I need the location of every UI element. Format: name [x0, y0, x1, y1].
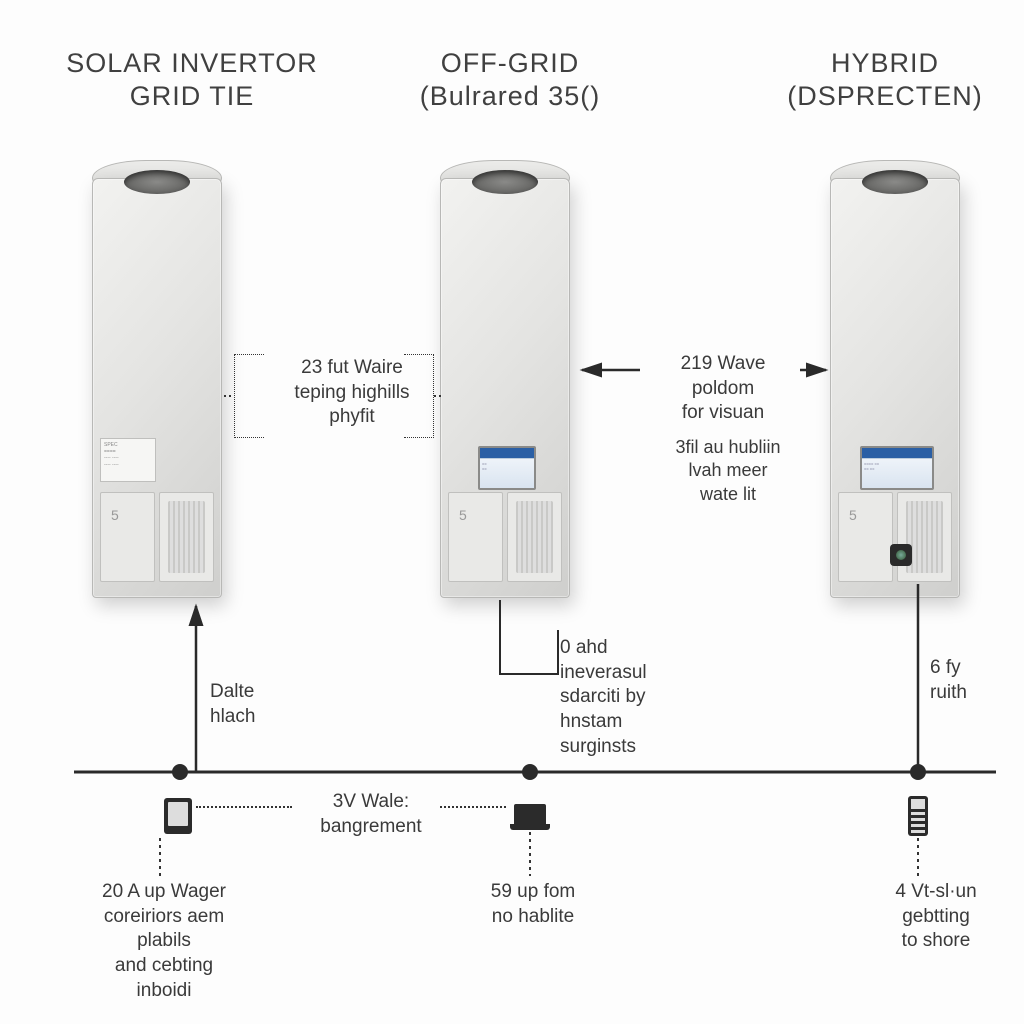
title-hybrid: HYBRID (DSPRECTEN): [770, 48, 1000, 112]
bus-node: [910, 764, 926, 780]
bus-node: [522, 764, 538, 780]
dotted-line: [440, 806, 506, 808]
laptop-icon: [510, 804, 550, 830]
bracket-left-icon: [234, 354, 264, 438]
control-panel-left: [838, 492, 893, 582]
annotation-col1-upper: Dalte hlach: [210, 680, 300, 729]
vent-icon: [507, 492, 562, 582]
display-screen: ==== ==== ==: [860, 446, 934, 490]
bus-node: [172, 764, 188, 780]
title-line: (DSPRECTEN): [770, 81, 1000, 112]
annotation-col3-upper: 6 fy ruith: [930, 656, 1000, 705]
inverter-unit-hybrid: ==== ==== ==: [830, 178, 960, 598]
phone-icon: [164, 798, 192, 834]
annotation-col2-bottom: 59 up fom no hablite: [458, 880, 608, 929]
title-line: OFF-GRID: [400, 48, 620, 79]
annotation-mid-left: 23 fut Waire teping highills phyfit: [272, 356, 432, 430]
output-port-icon: [890, 544, 912, 566]
title-line: SOLAR INVERTOR: [52, 48, 332, 79]
title-line: GRID TIE: [52, 81, 332, 112]
annotation-col1-bottom: 20 A up Wager coreiriors aem plabils and…: [74, 880, 254, 1003]
annotation-mid-right-top: 219 Wave poldom for visuan: [648, 352, 798, 426]
display-screen: ====: [478, 446, 536, 490]
title-off-grid: OFF-GRID (Bulrared 35(): [400, 48, 620, 112]
control-panel-left: [448, 492, 503, 582]
inverter-unit-off-grid: ====: [440, 178, 570, 598]
vent-icon: [897, 492, 952, 582]
control-panel-left: [100, 492, 155, 582]
title-grid-tie: SOLAR INVERTOR GRID TIE: [52, 48, 332, 112]
annotation-col3-bottom: 4 Vt-sl·un gebtting to shore: [866, 880, 1006, 954]
annotation-mid-right-bot: 3fil au hubliin lvah meer wate lit: [648, 436, 808, 506]
remote-icon: [908, 796, 928, 836]
dotted-line: [196, 806, 292, 808]
annotation-col2-upper: 0 ahd ineverasul sdarciti by hnstam surg…: [560, 636, 700, 759]
title-line: (Bulrared 35(): [400, 81, 620, 112]
title-line: HYBRID: [770, 48, 1000, 79]
vent-icon: [159, 492, 214, 582]
spec-plate: SPEC====---- -------- ----: [100, 438, 156, 482]
inverter-unit-grid-tie: SPEC====---- -------- ----: [92, 178, 222, 598]
annotation-bus-label: 3V Wale: bangrement: [296, 790, 446, 839]
